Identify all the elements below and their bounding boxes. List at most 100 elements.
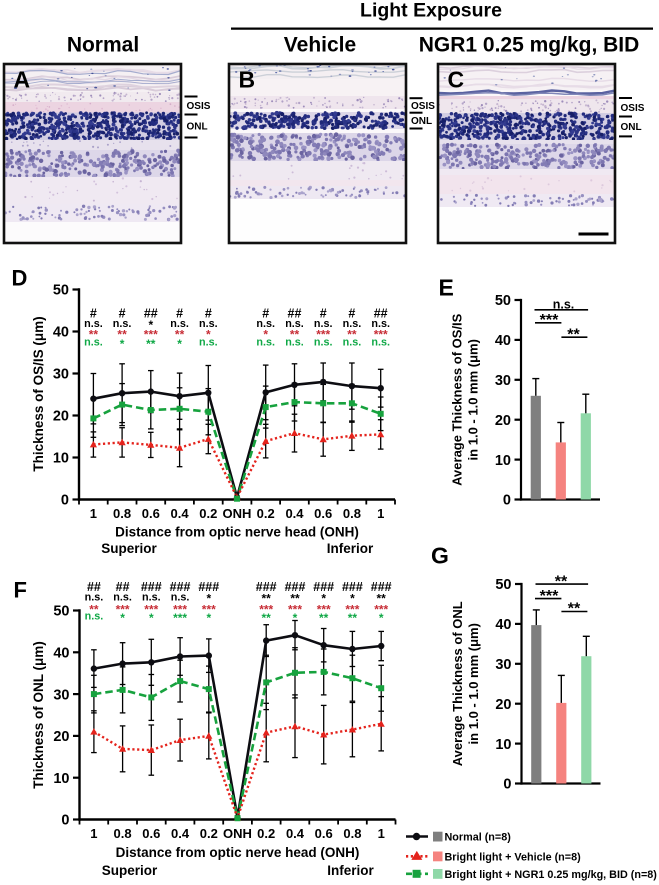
svg-text:0.4: 0.4 <box>285 506 304 521</box>
svg-text:*: * <box>263 327 268 341</box>
svg-text:*: * <box>206 611 211 625</box>
svg-text:*: * <box>350 592 355 606</box>
svg-text:40: 40 <box>53 325 69 341</box>
svg-text:**: ** <box>117 327 127 341</box>
svg-text:***: *** <box>374 327 388 341</box>
svg-text:##: ## <box>144 307 158 321</box>
svg-text:20: 20 <box>495 413 511 429</box>
svg-text:Inferior: Inferior <box>327 541 374 556</box>
svg-text:#: # <box>176 307 183 321</box>
svg-text:n.s.: n.s. <box>171 591 190 603</box>
svg-text:n.s.: n.s. <box>371 337 390 349</box>
svg-text:0.6: 0.6 <box>142 506 160 521</box>
svg-text:**: ** <box>146 337 156 351</box>
svg-text:0.8: 0.8 <box>114 826 132 841</box>
svg-text:Distance from optic nerve head: Distance from optic nerve head (ONH) <box>115 524 359 539</box>
svg-text:***: *** <box>144 603 158 617</box>
svg-text:#: # <box>348 307 355 321</box>
svg-text:NGR1 0.25 mg/kg, BID: NGR1 0.25 mg/kg, BID <box>419 34 640 57</box>
svg-text:A: A <box>14 67 31 93</box>
svg-text:n.s.: n.s. <box>285 337 304 349</box>
svg-text:**: ** <box>89 603 99 617</box>
svg-text:1: 1 <box>378 826 385 841</box>
svg-text:*: * <box>293 611 298 625</box>
svg-text:**: ** <box>290 592 300 606</box>
svg-text:#: # <box>90 307 97 321</box>
svg-text:Normal (n=8): Normal (n=8) <box>445 832 512 844</box>
svg-text:###: ### <box>198 580 219 594</box>
svg-text:***: *** <box>173 603 187 617</box>
svg-text:**: ** <box>555 573 568 590</box>
svg-text:###: ### <box>313 580 334 594</box>
svg-text:n.s.: n.s. <box>199 337 218 349</box>
svg-text:n.s.: n.s. <box>84 318 103 330</box>
svg-text:Normal: Normal <box>67 34 139 57</box>
svg-text:##: ## <box>116 580 130 594</box>
svg-text:***: *** <box>202 603 216 617</box>
svg-text:1: 1 <box>90 506 97 521</box>
svg-text:0: 0 <box>503 493 511 509</box>
svg-text:n.s.: n.s. <box>314 318 333 330</box>
svg-text:**: ** <box>377 592 387 606</box>
svg-text:n.s.: n.s. <box>113 591 132 603</box>
svg-text:20: 20 <box>53 729 69 745</box>
svg-text:0.2: 0.2 <box>199 506 217 521</box>
svg-text:0.4: 0.4 <box>171 506 190 521</box>
svg-text:40: 40 <box>53 646 69 662</box>
svg-text:10: 10 <box>495 453 511 469</box>
svg-text:**: ** <box>175 327 185 341</box>
svg-text:ONH: ONH <box>223 826 252 841</box>
svg-text:ONL: ONL <box>411 116 432 127</box>
svg-text:n.s.: n.s. <box>371 318 390 330</box>
svg-text:ONL: ONL <box>187 122 208 133</box>
svg-text:*: * <box>149 611 154 625</box>
svg-text:0.2: 0.2 <box>200 826 218 841</box>
svg-text:Thickness of OS/IS (μm): Thickness of OS/IS (μm) <box>31 316 46 471</box>
svg-text:*: * <box>120 611 125 625</box>
svg-text:30: 30 <box>495 373 511 389</box>
svg-text:0.2: 0.2 <box>257 506 275 521</box>
svg-text:0: 0 <box>61 493 69 509</box>
svg-text:***: *** <box>540 312 559 329</box>
svg-text:***: *** <box>173 611 187 625</box>
svg-text:**: ** <box>348 611 358 625</box>
svg-text:n.s.: n.s. <box>285 318 304 330</box>
svg-text:50: 50 <box>495 293 511 309</box>
svg-text:Superior: Superior <box>101 541 157 556</box>
svg-text:Vehicle: Vehicle <box>284 34 356 57</box>
svg-text:0.4: 0.4 <box>171 826 190 841</box>
svg-text:n.s.: n.s. <box>170 318 189 330</box>
svg-text:***: *** <box>259 603 273 617</box>
svg-text:n.s.: n.s. <box>85 611 104 623</box>
svg-text:20: 20 <box>495 697 511 713</box>
svg-text:E: E <box>439 275 454 301</box>
svg-text:n.s.: n.s. <box>553 298 575 312</box>
svg-text:0.8: 0.8 <box>343 826 361 841</box>
svg-text:ONL: ONL <box>621 122 642 133</box>
svg-text:**: ** <box>567 326 580 343</box>
svg-text:*: * <box>120 337 125 351</box>
svg-text:*: * <box>206 592 211 606</box>
svg-text:50: 50 <box>495 577 511 593</box>
svg-text:n.s.: n.s. <box>199 318 218 330</box>
svg-text:#: # <box>262 307 269 321</box>
svg-text:30: 30 <box>53 367 69 383</box>
svg-text:10: 10 <box>53 451 69 467</box>
svg-text:1: 1 <box>377 506 384 521</box>
svg-text:###: ### <box>342 580 363 594</box>
svg-text:B: B <box>239 67 256 93</box>
svg-text:0.8: 0.8 <box>113 506 131 521</box>
svg-text:**: ** <box>262 611 272 625</box>
svg-text:n.s.: n.s. <box>256 318 275 330</box>
svg-text:***: *** <box>374 603 388 617</box>
svg-text:***: *** <box>116 603 130 617</box>
svg-text:0.2: 0.2 <box>257 826 275 841</box>
svg-text:ONH: ONH <box>223 506 252 521</box>
svg-text:10: 10 <box>53 771 69 787</box>
svg-text:**: ** <box>290 327 300 341</box>
svg-text:F: F <box>14 578 27 603</box>
svg-text:***: *** <box>316 327 330 341</box>
svg-text:0.4: 0.4 <box>286 826 305 841</box>
svg-text:0.8: 0.8 <box>343 506 361 521</box>
svg-text:n.s.: n.s. <box>142 591 161 603</box>
